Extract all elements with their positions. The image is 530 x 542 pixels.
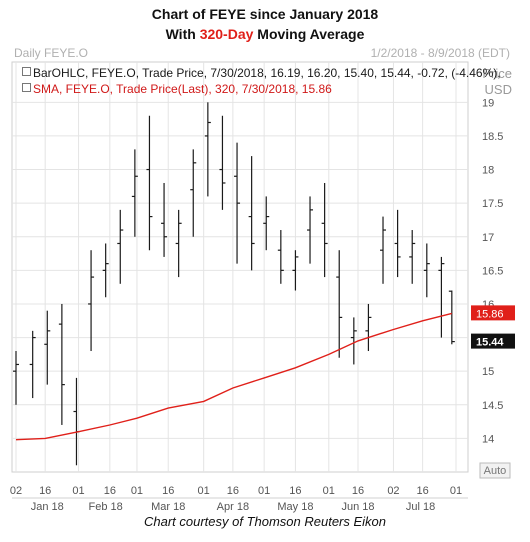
x-tick-label: 16 [104, 485, 116, 497]
ohlc-bar [190, 149, 197, 237]
y-tick-label: 17 [482, 232, 494, 244]
ohlc-bar [117, 209, 124, 284]
ohlc-bar [409, 230, 416, 284]
x-tick-label: 01 [198, 485, 210, 497]
ohlc-bar [58, 303, 65, 425]
ohlc-bar [146, 115, 153, 251]
ohlc-bar [277, 230, 284, 284]
ohlc-bar [248, 156, 255, 271]
subtitle-highlight: 320-Day [199, 26, 254, 42]
ohlc-bar [102, 243, 109, 298]
x-tick-label: 16 [352, 485, 364, 497]
ohlc-bar [263, 196, 270, 251]
subtitle-prefix: With [165, 26, 200, 42]
x-tick-label: 01 [72, 485, 84, 497]
ohlc-bar [307, 196, 314, 264]
legend-sma-text: SMA, FEYE.O, Trade Price(Last), 320, 7/3… [33, 82, 332, 96]
x-tick-label: 02 [10, 485, 22, 497]
legend-sma: SMA, FEYE.O, Trade Price(Last), 320, 7/3… [22, 82, 332, 96]
x-axis: 02 16 01 16 01 16 01 16 01 16 01 16 02 16 01 Jan 18 Feb … [10, 485, 468, 513]
auto-button-label: Auto [484, 465, 507, 477]
x-tick-label: 16 [162, 485, 174, 497]
subtitle-suffix: Moving Average [253, 26, 365, 42]
x-tick-label: 01 [323, 485, 335, 497]
x-tick-label: 02 [387, 485, 399, 497]
chart-title: Chart of FEYE since January 2018 [151, 6, 379, 22]
ohlc-bar [438, 256, 445, 338]
ohlc-bar [131, 149, 138, 237]
ohlc-bar [336, 250, 343, 358]
legend-ohlc: BarOHLC, FEYE.O, Trade Price, 7/30/2018,… [22, 66, 501, 80]
chart-subtitle: With 320-Day Moving Average [0, 26, 530, 42]
y-tick-label: 19 [482, 97, 494, 109]
date-range-label: 1/2/2018 - 8/9/2018 (EDT) [370, 46, 510, 60]
ohlc-bar [175, 209, 182, 278]
ohlc-bar [321, 182, 328, 278]
sma-value-label: 15.86 [476, 308, 504, 320]
y-tick-label: 18 [482, 165, 494, 177]
plot-area [11, 61, 469, 473]
gridlines [12, 62, 468, 472]
x-tick-label: 01 [258, 485, 270, 497]
y-tick-label: 14.5 [482, 400, 503, 412]
ohlc-bar [234, 142, 241, 264]
y-tick-label: 18.5 [482, 131, 503, 143]
x-month-label: May 18 [277, 501, 313, 513]
ohlc-bar [219, 115, 226, 210]
ohlc-bar [29, 330, 36, 399]
ohlc-bar [365, 303, 372, 352]
ohlc-bar [350, 317, 357, 365]
y-tick-label: 17.5 [482, 198, 503, 210]
x-tick-label: 01 [450, 485, 462, 497]
ohlc-bar [380, 216, 387, 284]
x-tick-label: 16 [39, 485, 51, 497]
auto-button-frame [479, 462, 511, 479]
legend-toggle-icon[interactable] [22, 83, 31, 92]
x-tick-label: 16 [227, 485, 239, 497]
x-month-label: Jun 18 [341, 501, 374, 513]
ohlc-bar [204, 102, 211, 197]
ohlc-bar [44, 310, 51, 385]
auto-scale-button[interactable]: Auto [479, 462, 511, 479]
ohlc-bar [394, 209, 401, 278]
price-value-tag [471, 333, 515, 349]
ohlc-bar [161, 182, 168, 257]
x-tick-label: 01 [131, 485, 143, 497]
x-tick-label: 16 [417, 485, 429, 497]
axis-unit-usd: USD [484, 82, 512, 97]
x-month-label: Jul 18 [406, 501, 435, 513]
axis-unit-price: Price [482, 66, 512, 81]
chart-caption: Chart courtesy of Thomson Reuters Eikon [143, 514, 387, 529]
ohlc-bar [88, 250, 95, 352]
ohlc-bar [423, 243, 430, 298]
ohlc-bar [13, 351, 19, 405]
price-value-label: 15.44 [476, 337, 504, 349]
instrument-label: Daily FEYE.O [14, 46, 89, 60]
ohlc-series [13, 102, 455, 466]
ohlc-bar [448, 290, 455, 345]
x-month-label: Mar 18 [151, 501, 185, 513]
x-month-label: Feb 18 [89, 501, 123, 513]
last-value-tags: 15.86 15.44 [471, 305, 515, 349]
sma-value-tag [471, 305, 515, 321]
x-month-label: Jan 18 [31, 501, 64, 513]
y-tick-label: 15 [482, 366, 494, 378]
x-tick-label: 16 [289, 485, 301, 497]
y-tick-label: 14 [482, 433, 494, 445]
legend-toggle-icon[interactable] [22, 67, 31, 76]
y-tick-label: 16.5 [482, 265, 503, 277]
legend-ohlc-text: BarOHLC, FEYE.O, Trade Price, 7/30/2018,… [33, 66, 501, 80]
x-month-label: Apr 18 [217, 501, 249, 513]
sma-line [15, 312, 452, 441]
ohlc-bar [292, 250, 299, 291]
